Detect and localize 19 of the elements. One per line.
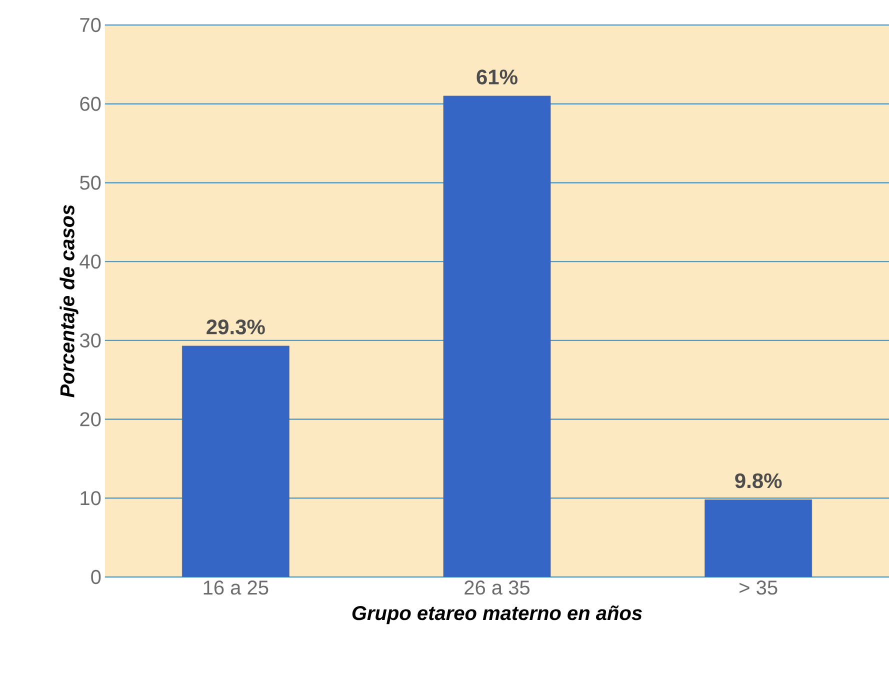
data-label: 9.8% (735, 473, 782, 488)
bar (443, 96, 551, 577)
x-tick-label: 16 a 25 (204, 580, 268, 595)
y-tick-label: 0 (91, 570, 101, 584)
y-tick-label: 30 (80, 333, 101, 348)
x-tick-label: > 35 (740, 580, 778, 595)
y-axis-title: Porcentaje de casos (60, 204, 78, 398)
y-tick-label: 50 (80, 176, 101, 190)
bar (704, 500, 812, 577)
y-tick-label: 70 (80, 18, 101, 32)
y-tick-label: 20 (80, 412, 101, 426)
x-tick-label: 26 a 35 (464, 580, 530, 595)
y-tick-label: 10 (80, 491, 101, 506)
y-tick-label: 40 (80, 254, 101, 269)
bar (182, 346, 290, 577)
data-label: 29.3% (206, 320, 265, 334)
y-tick-label: 60 (80, 96, 101, 111)
data-label: 61% (476, 70, 518, 84)
x-axis-title: Grupo etareo materno en años (352, 606, 642, 624)
